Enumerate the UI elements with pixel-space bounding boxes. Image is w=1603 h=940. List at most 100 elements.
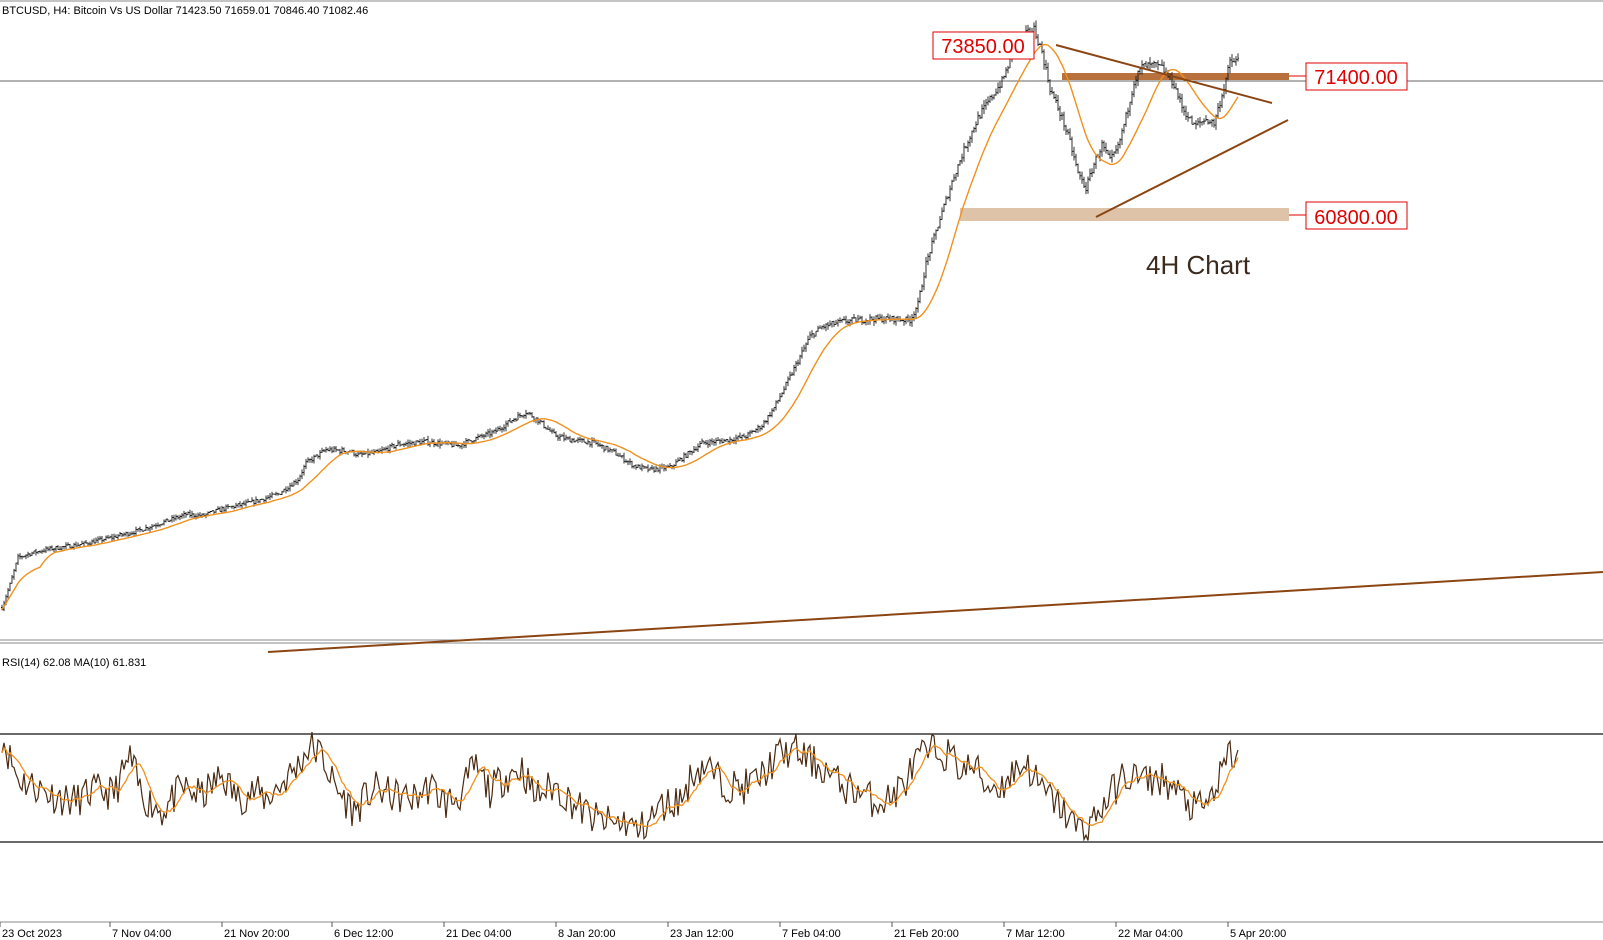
price-bar bbox=[771, 408, 773, 418]
price-bar bbox=[981, 104, 983, 119]
time-tick-label: 21 Dec 04:00 bbox=[446, 928, 511, 940]
price-bar bbox=[973, 126, 975, 133]
price-bar bbox=[149, 526, 151, 532]
price-bar bbox=[513, 418, 515, 422]
rsi-line bbox=[1, 731, 1239, 842]
price-bar bbox=[575, 439, 577, 443]
price-bar bbox=[1209, 119, 1211, 125]
price-bar bbox=[395, 445, 397, 450]
candle-series bbox=[1, 20, 1239, 612]
price-bar bbox=[277, 492, 279, 496]
price-bar bbox=[641, 463, 643, 472]
price-bar bbox=[187, 511, 189, 516]
price-bar bbox=[905, 316, 907, 325]
price-bar bbox=[989, 95, 991, 103]
price-bar bbox=[937, 226, 939, 232]
time-tick-label: 7 Feb 04:00 bbox=[782, 928, 841, 940]
price-bar bbox=[489, 428, 491, 439]
price-bar bbox=[931, 237, 933, 254]
price-bar bbox=[925, 256, 927, 279]
price-bar bbox=[687, 450, 689, 459]
price-bar bbox=[25, 554, 27, 560]
price-bar bbox=[1089, 168, 1091, 182]
price-bar bbox=[87, 542, 89, 546]
price-bar bbox=[101, 536, 103, 544]
price-bar bbox=[203, 512, 205, 517]
price-bar bbox=[273, 493, 275, 495]
price-bar bbox=[279, 493, 281, 495]
price-bar bbox=[653, 466, 655, 473]
price-bar bbox=[677, 457, 679, 463]
price-bar bbox=[1233, 58, 1235, 63]
price-bar bbox=[941, 207, 943, 220]
price-bar bbox=[1077, 163, 1079, 174]
price-bar bbox=[1047, 62, 1049, 83]
price-bar bbox=[95, 537, 97, 544]
price-bar bbox=[241, 502, 243, 509]
price-bar bbox=[1191, 115, 1193, 125]
price-bar bbox=[487, 429, 489, 437]
price-bar bbox=[801, 346, 803, 359]
price-bar bbox=[651, 464, 653, 471]
price-bar bbox=[725, 439, 727, 443]
price-bar bbox=[625, 459, 627, 463]
price-bar bbox=[75, 541, 77, 547]
price-bar bbox=[1189, 116, 1191, 119]
price-bar bbox=[247, 498, 249, 503]
price-bar bbox=[869, 314, 871, 325]
price-bar bbox=[1237, 53, 1239, 62]
time-tick-label: 21 Nov 20:00 bbox=[224, 928, 289, 940]
price-bar bbox=[551, 428, 553, 434]
price-bar bbox=[961, 153, 963, 164]
price-bar bbox=[1103, 140, 1105, 152]
price-bar bbox=[143, 529, 145, 532]
price-bar bbox=[485, 431, 487, 438]
price-bar bbox=[251, 497, 253, 503]
price-bar bbox=[137, 528, 139, 532]
price-bar bbox=[1061, 112, 1063, 121]
price-bar bbox=[629, 458, 631, 465]
price-bar bbox=[1107, 149, 1109, 155]
price-bar bbox=[939, 216, 941, 229]
price-bar bbox=[1149, 57, 1151, 71]
price-bar bbox=[367, 448, 369, 458]
price-bar bbox=[703, 440, 705, 445]
price-bar bbox=[69, 543, 71, 549]
price-bar bbox=[117, 534, 119, 540]
price-bar bbox=[1059, 106, 1061, 121]
price-bar bbox=[423, 436, 425, 445]
price-bar bbox=[419, 438, 421, 446]
price-bar bbox=[225, 504, 227, 513]
price-bar bbox=[271, 491, 273, 499]
price-bar bbox=[1053, 91, 1055, 100]
price-bar bbox=[171, 514, 173, 523]
price-bar bbox=[45, 546, 47, 554]
price-bar bbox=[797, 359, 799, 366]
price-bar bbox=[311, 456, 313, 464]
price-bar bbox=[125, 531, 127, 537]
price-bar bbox=[237, 503, 239, 508]
price-bar bbox=[895, 316, 897, 326]
price-bar bbox=[61, 546, 63, 551]
price-bar bbox=[839, 317, 841, 324]
price-bar bbox=[29, 553, 31, 558]
price-bar bbox=[155, 523, 157, 529]
price-bar bbox=[1219, 100, 1221, 113]
price-bar bbox=[385, 446, 387, 451]
price-bar bbox=[67, 542, 69, 546]
price-bar bbox=[807, 335, 809, 346]
price-bar bbox=[1173, 80, 1175, 90]
price-bar bbox=[735, 434, 737, 445]
price-bar bbox=[1037, 34, 1039, 47]
price-bar bbox=[257, 499, 259, 504]
price-bar bbox=[675, 459, 677, 466]
price-bar bbox=[1095, 154, 1097, 169]
price-bar bbox=[933, 232, 935, 244]
price-bar bbox=[219, 506, 221, 512]
price-bar bbox=[823, 324, 825, 330]
price-bar bbox=[1091, 168, 1093, 178]
price-bar bbox=[503, 424, 505, 432]
price-bar bbox=[843, 316, 845, 321]
price-bar bbox=[429, 441, 431, 448]
price-bar bbox=[1231, 54, 1233, 68]
